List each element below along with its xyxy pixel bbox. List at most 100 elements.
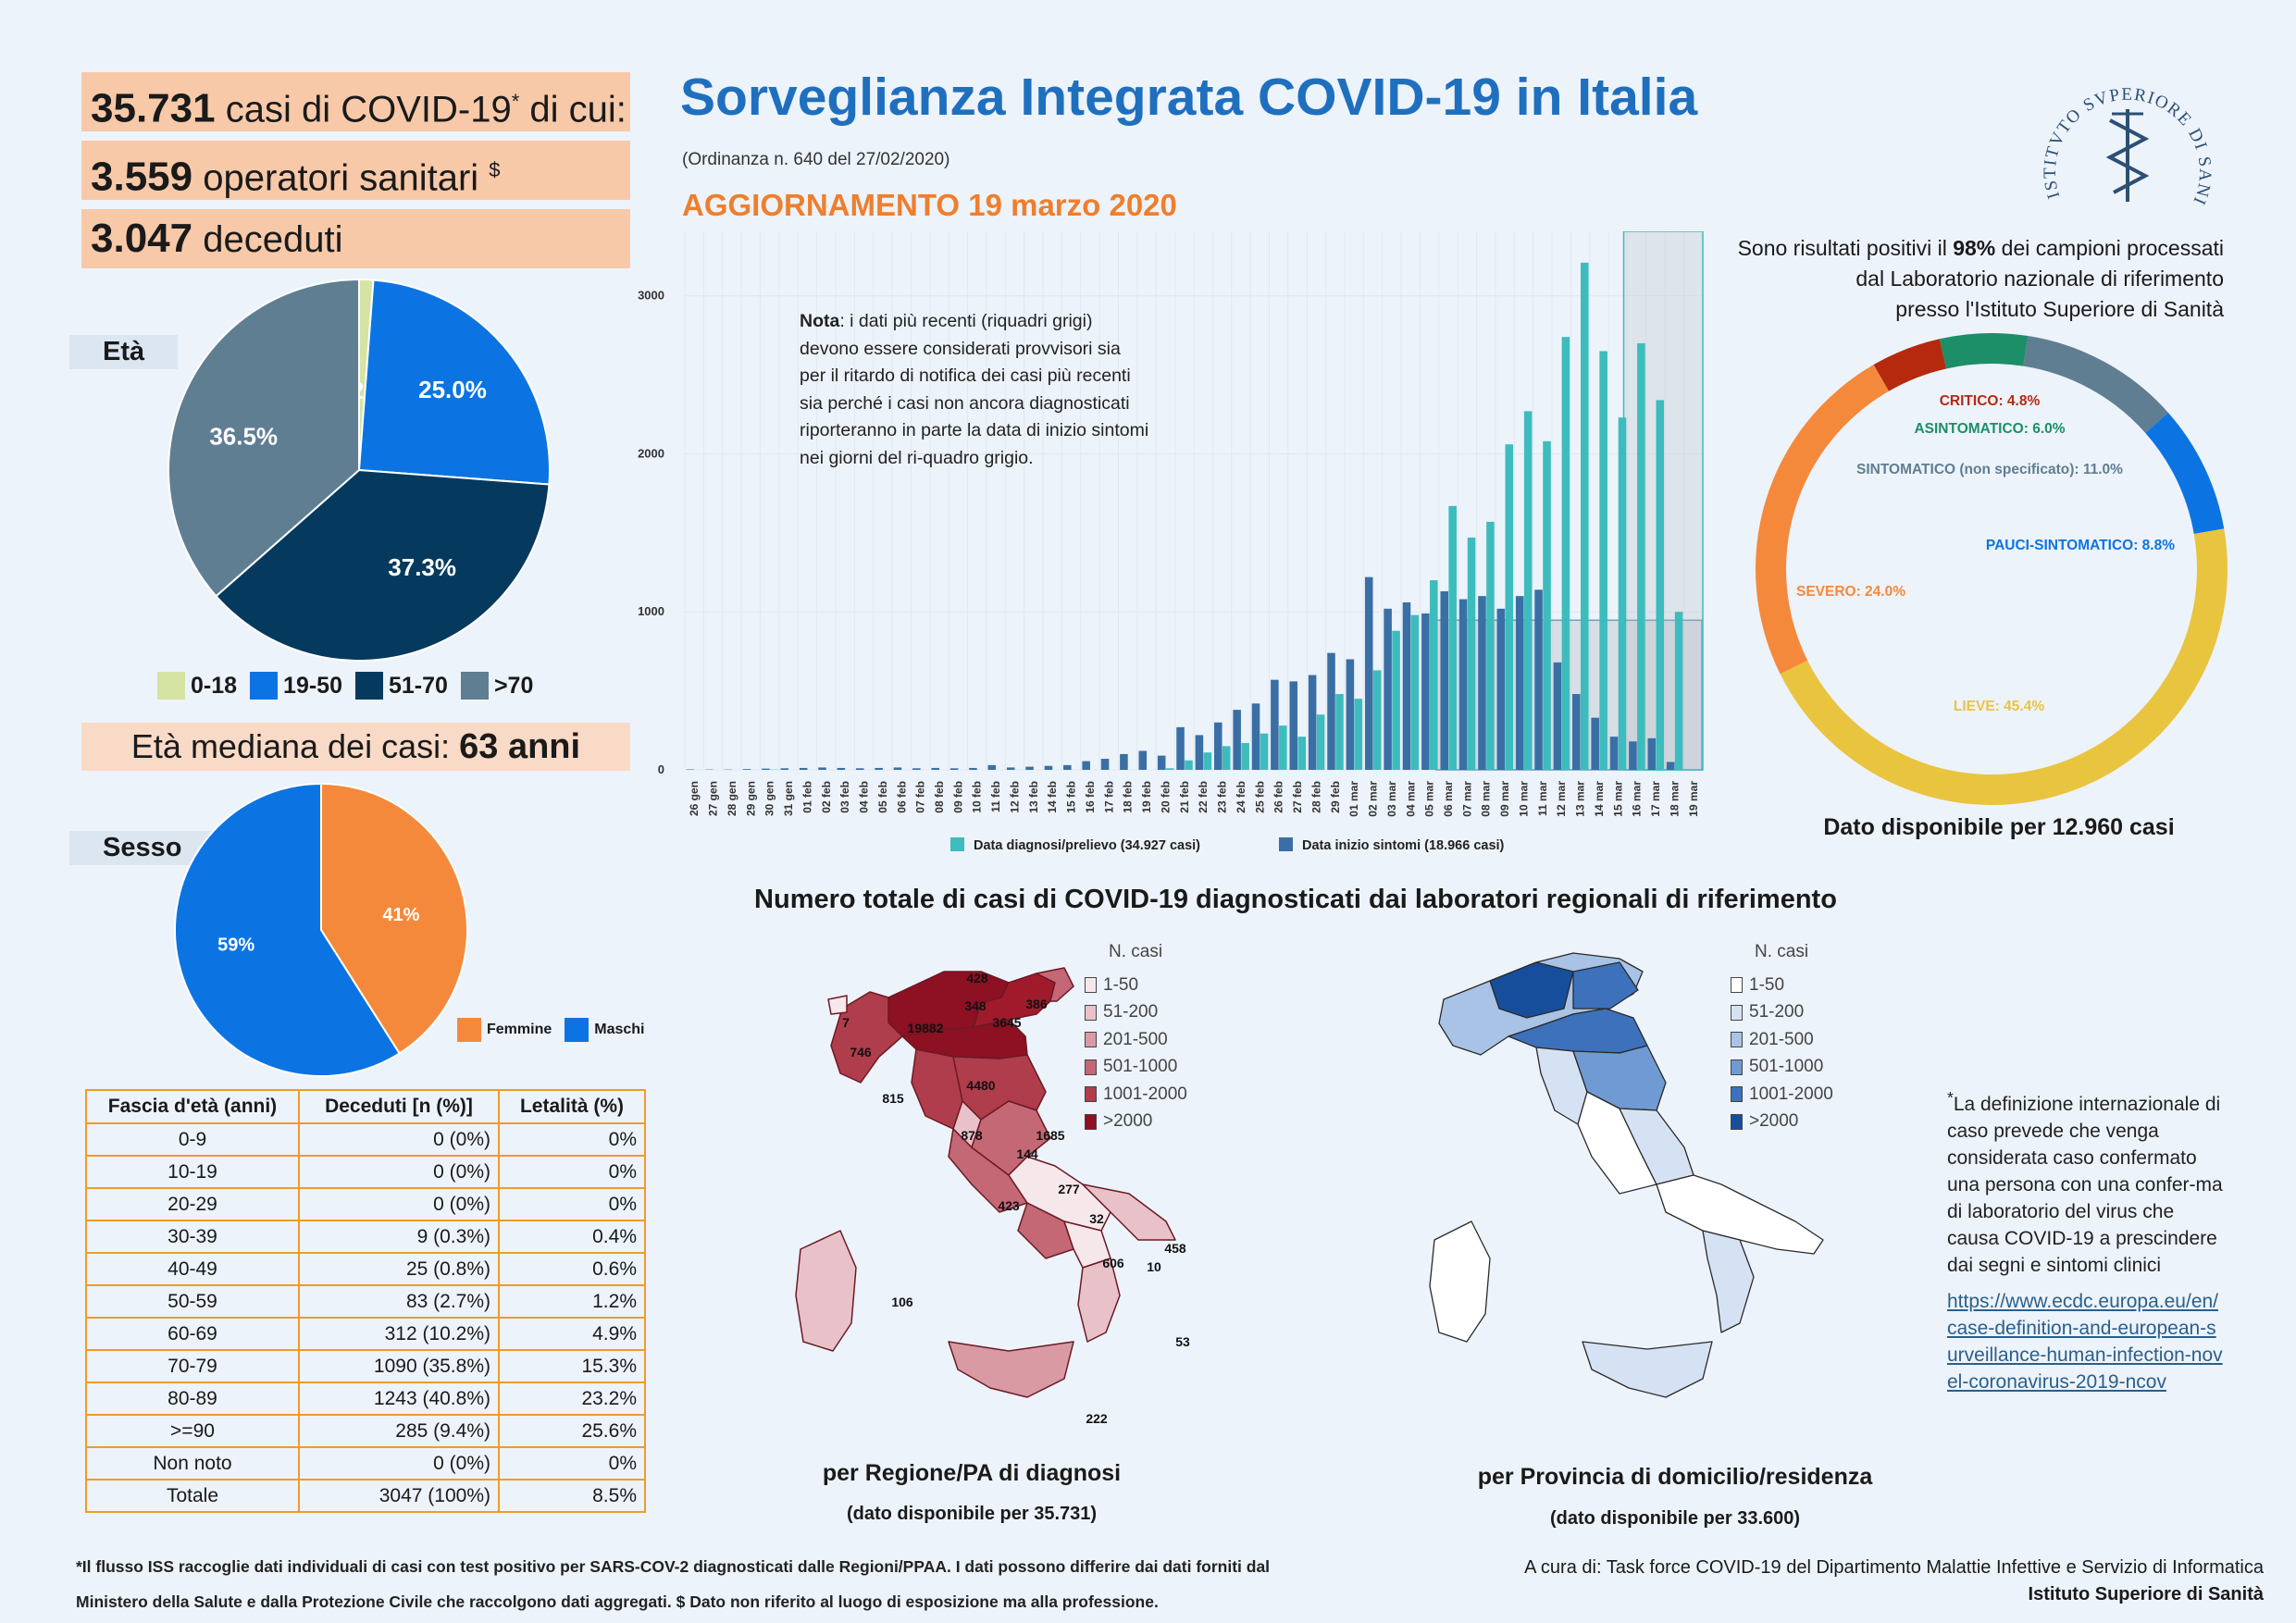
table-cell: 1090 (35.8%) bbox=[298, 1349, 500, 1383]
donut-slice-severo bbox=[1756, 365, 1889, 675]
bar-diagnosi bbox=[1674, 612, 1683, 770]
province-south bbox=[1656, 1174, 1824, 1255]
bar-diagnosi bbox=[1410, 614, 1420, 770]
kpi-hw-value: 3.559 bbox=[91, 154, 193, 200]
legend-swatch-over-70 bbox=[460, 672, 489, 700]
table-cell: 83 (2.7%) bbox=[298, 1284, 500, 1319]
map-legend-row: 51-200 bbox=[1731, 999, 1833, 1027]
bar-diagnosi bbox=[1392, 630, 1400, 770]
x-tick-label: 30 gen bbox=[763, 781, 776, 816]
legend-swatch bbox=[950, 837, 964, 851]
table-cell: 0 (0%) bbox=[298, 1187, 500, 1221]
legend-swatch-51-70 bbox=[355, 672, 383, 700]
x-tick-label: 06 mar bbox=[1442, 781, 1455, 817]
map-legend-swatch bbox=[1731, 1113, 1743, 1130]
lab-pct: 98% bbox=[1953, 236, 1996, 260]
region-count-label: 222 bbox=[1086, 1411, 1108, 1426]
x-tick-label: 05 feb bbox=[876, 781, 889, 813]
legend-label: Data diagnosi/prelievo (34.927 casi) bbox=[974, 838, 1200, 853]
age-legend: 0-18 19-50 51-70 >70 bbox=[144, 672, 533, 700]
bar-inizio-sintomi bbox=[1327, 652, 1335, 770]
x-tick-label: 15 feb bbox=[1065, 781, 1078, 813]
region-count-label: 423 bbox=[998, 1198, 1020, 1213]
x-tick-label: 29 gen bbox=[744, 781, 757, 816]
left-map-caption: per Regione/PA di diagnosi bbox=[822, 1460, 1122, 1486]
bar-diagnosi bbox=[1523, 411, 1533, 770]
table-cell: >=90 bbox=[85, 1414, 300, 1448]
bar-inizio-sintomi bbox=[1346, 659, 1355, 770]
ordinance-text: (Ordinanza n. 640 del 27/02/2020) bbox=[682, 150, 950, 169]
legend-label-0-18: 0-18 bbox=[191, 672, 238, 699]
bar-inizio-sintomi bbox=[780, 768, 789, 770]
map-legend-row: 201-500 bbox=[1085, 1026, 1187, 1054]
table-cell: 80-89 bbox=[85, 1381, 300, 1416]
region-count-label: 878 bbox=[961, 1128, 983, 1143]
province-sardegna bbox=[1429, 1220, 1491, 1343]
x-tick-label: 18 mar bbox=[1668, 781, 1681, 817]
map-legend-row: 501-1000 bbox=[1085, 1054, 1187, 1082]
kpi-hw-sup: $ bbox=[489, 158, 501, 181]
table-cell: 50-59 bbox=[85, 1284, 300, 1319]
legend-swatch bbox=[1279, 837, 1293, 851]
kpi-cases-value: 35.731 bbox=[91, 85, 216, 131]
bar-diagnosi bbox=[1543, 440, 1551, 770]
column-header: Fascia d'età (anni) bbox=[85, 1089, 300, 1124]
legend-swatch-maschi bbox=[565, 1018, 590, 1042]
bar-diagnosi bbox=[1260, 733, 1269, 770]
lab-line1a: Sono risultati positivi il bbox=[1737, 236, 1954, 260]
region-count-label: 348 bbox=[964, 998, 987, 1013]
ecdc-link[interactable]: https://www.ecdc.europa.eu/en/case-defin… bbox=[1947, 1291, 2223, 1393]
bar-inizio-sintomi bbox=[1233, 710, 1241, 770]
bar-inizio-sintomi bbox=[1384, 608, 1392, 770]
region-count-label: 386 bbox=[1025, 997, 1048, 1011]
map-legend-swatch bbox=[1731, 977, 1743, 994]
bar-inizio-sintomi bbox=[1082, 761, 1090, 770]
maps-title: Numero totale di casi di COVID-19 diagno… bbox=[754, 885, 1837, 914]
age-tag: Età bbox=[69, 335, 179, 369]
table-cell: 0% bbox=[498, 1122, 646, 1157]
update-date: AGGIORNAMENTO 19 marzo 2020 bbox=[682, 188, 1177, 222]
x-tick-label: 06 feb bbox=[895, 781, 908, 813]
map-legend-label: >2000 bbox=[1749, 1111, 1799, 1132]
table-cell: 9 (0.3%) bbox=[298, 1220, 500, 1254]
region-count-label: 19882 bbox=[908, 1021, 944, 1035]
x-tick-label: 09 mar bbox=[1498, 781, 1511, 817]
y-tick-label: 2000 bbox=[638, 446, 664, 460]
bar-diagnosi bbox=[1448, 505, 1457, 770]
x-tick-label: 21 feb bbox=[1178, 781, 1191, 813]
x-tick-label: 02 mar bbox=[1367, 781, 1380, 817]
table-cell: 1.2% bbox=[498, 1284, 646, 1319]
bar-inizio-sintomi bbox=[1515, 596, 1524, 770]
pie-value-label: 25.0% bbox=[418, 376, 487, 403]
table-cell: 10-19 bbox=[85, 1155, 300, 1189]
legend-swatch-femmine bbox=[457, 1018, 481, 1042]
region-count-label: 1685 bbox=[1036, 1128, 1064, 1143]
map-legend-swatch bbox=[1731, 1086, 1743, 1103]
bar-inizio-sintomi bbox=[949, 768, 959, 770]
page-title: Sorveglianza Integrata COVID-19 in Itali… bbox=[680, 68, 1698, 127]
bar-inizio-sintomi bbox=[931, 767, 939, 770]
column-header: Deceduti [n (%)] bbox=[298, 1089, 500, 1124]
table-row: 60-69 312 (10.2%) 4.9% bbox=[85, 1317, 646, 1351]
bar-diagnosi bbox=[1656, 400, 1665, 770]
blue-map-legend: N. casi 1-50 51-200 201-500 501-1000 1001-20… bbox=[1731, 942, 1833, 1135]
table-cell: 25 (0.8%) bbox=[298, 1252, 500, 1286]
x-tick-label: 10 feb bbox=[971, 781, 984, 813]
lab-line1b: dei campioni processati bbox=[1995, 236, 2224, 260]
map-legend-label: 51-200 bbox=[1749, 1002, 1805, 1022]
donut-slice-critico bbox=[1873, 339, 1947, 391]
table-cell: 285 (9.4%) bbox=[298, 1414, 500, 1448]
bar-inizio-sintomi bbox=[1063, 764, 1072, 770]
footer-line2: Ministero della Salute e dalla Protezion… bbox=[76, 1592, 1159, 1611]
x-tick-label: 22 feb bbox=[1197, 781, 1210, 813]
region-campania bbox=[1017, 1202, 1074, 1259]
table-cell: 0.4% bbox=[498, 1220, 646, 1254]
median-age-label: Età mediana dei casi: bbox=[130, 727, 451, 765]
x-tick-label: 02 feb bbox=[820, 781, 833, 813]
bar-diagnosi bbox=[1599, 351, 1607, 770]
x-tick-label: 29 feb bbox=[1329, 781, 1342, 813]
x-tick-label: 10 mar bbox=[1517, 781, 1530, 817]
map-legend-swatch bbox=[1085, 1059, 1097, 1075]
map-legend-row: >2000 bbox=[1731, 1109, 1833, 1136]
table-cell: 23.2% bbox=[498, 1381, 646, 1416]
